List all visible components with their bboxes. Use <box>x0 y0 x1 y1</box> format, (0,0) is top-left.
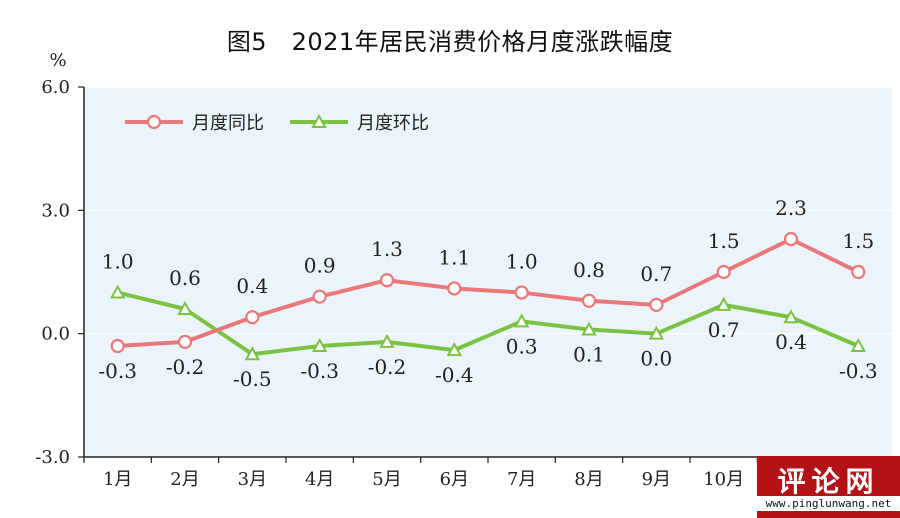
data-label-mom: -0.2 <box>368 355 407 379</box>
legend-marker-mom <box>311 113 327 128</box>
data-label-mom: 0.3 <box>506 334 538 358</box>
point-yoy <box>649 297 664 312</box>
series-line-mom <box>117 290 860 357</box>
data-label-mom: 1.0 <box>102 250 134 274</box>
chart-title: 图5 2021年居民消费价格月度涨跌幅度 <box>226 28 674 56</box>
data-label-mom: -0.3 <box>300 359 339 383</box>
x-tick-label: 10月 <box>703 469 744 490</box>
data-label-yoy: -0.3 <box>98 359 137 383</box>
point-yoy <box>447 281 462 296</box>
point-mom <box>581 321 597 336</box>
point-mom <box>244 346 261 361</box>
y-tick-label: 0.0 <box>41 324 70 345</box>
data-label-yoy: 1.0 <box>506 250 538 274</box>
x-tick-label: 7月 <box>507 469 536 490</box>
data-label-yoy: 0.7 <box>640 262 672 286</box>
legend-label-mom: 月度环比 <box>357 113 429 134</box>
data-label-mom: -0.3 <box>839 359 878 383</box>
point-mom <box>109 284 126 299</box>
point-yoy <box>851 264 866 280</box>
point-mom <box>648 325 665 340</box>
point-yoy <box>379 273 395 288</box>
point-mom <box>446 342 463 357</box>
y-tick-label: -3.0 <box>35 447 70 468</box>
data-label-yoy: 1.3 <box>371 237 403 261</box>
data-label-yoy: 1.1 <box>438 245 470 269</box>
point-mom <box>783 309 799 324</box>
data-label-mom: -0.5 <box>233 367 272 391</box>
data-label-mom: 0.4 <box>775 330 807 354</box>
data-label-yoy: 1.5 <box>708 229 740 253</box>
y-tick-label: 6.0 <box>41 77 70 98</box>
point-mom <box>715 296 732 311</box>
x-tick-label: 8月 <box>574 469 603 490</box>
watermark-url-text: www.pinglunwang.net <box>757 496 900 511</box>
data-label-yoy: 0.8 <box>573 258 605 282</box>
data-label-mom: 0.6 <box>169 266 201 290</box>
watermark-main-text: 评论网 <box>777 465 880 498</box>
x-tick-label: 4月 <box>305 469 334 490</box>
data-label-yoy: 0.9 <box>304 254 336 278</box>
x-tick-label: 5月 <box>372 469 401 490</box>
x-tick-label: 6月 <box>440 469 469 490</box>
data-label-mom: 0.7 <box>708 318 740 342</box>
data-label-yoy: 2.3 <box>775 196 807 220</box>
x-tick-label: 2月 <box>170 469 199 490</box>
data-label-mom: 0.1 <box>573 343 605 367</box>
point-yoy <box>245 310 260 325</box>
point-mom <box>850 337 867 352</box>
series-line-yoy <box>117 237 860 348</box>
legend-marker-yoy <box>146 114 162 130</box>
point-mom <box>513 313 530 328</box>
point-yoy <box>177 334 193 349</box>
point-yoy <box>716 264 731 280</box>
point-mom <box>379 333 395 348</box>
data-label-mom: 0.0 <box>640 347 672 371</box>
point-yoy <box>110 338 125 354</box>
data-label-yoy: 1.5 <box>842 229 874 253</box>
data-label-mom: -0.4 <box>435 363 474 387</box>
data-label-yoy: -0.2 <box>166 355 205 379</box>
x-tick-label: 3月 <box>238 469 267 490</box>
plot-area <box>84 87 892 457</box>
x-tick-label: 1月 <box>103 469 132 490</box>
data-label-yoy: 0.4 <box>236 274 268 298</box>
y-tick-label: 3.0 <box>41 200 70 221</box>
point-yoy <box>581 293 597 308</box>
x-tick-label: 9月 <box>642 469 671 490</box>
point-mom <box>177 300 193 315</box>
point-yoy <box>312 289 327 304</box>
y-unit-label: % <box>49 50 66 71</box>
point-yoy <box>514 285 529 300</box>
point-yoy <box>783 232 799 247</box>
point-mom <box>311 337 328 352</box>
watermark-logo: 评论网 www.pinglunwang.net <box>757 456 900 518</box>
legend-label-yoy: 月度同比 <box>192 113 264 134</box>
